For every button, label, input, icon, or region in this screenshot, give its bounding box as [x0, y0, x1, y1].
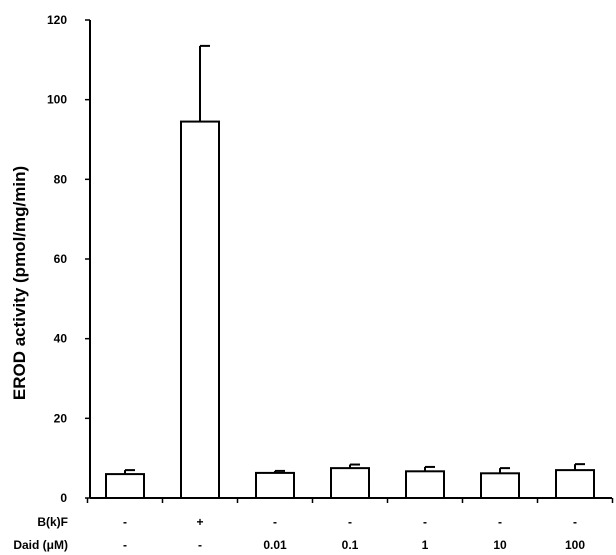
y-tick-label: 100 [47, 93, 67, 107]
bar [405, 470, 445, 500]
condition-value: - [348, 515, 352, 529]
condition-rows: B(k)F - + - - - - - Daid (μM) - - 0.01 0.1 1 10 100 [13, 515, 585, 552]
condition-value: - [123, 515, 127, 529]
condition-value: 100 [565, 538, 585, 552]
y-tick-label: 80 [54, 172, 68, 186]
error-bars [124, 44, 585, 475]
x-axis-ticks [86, 498, 614, 503]
condition-value: - [498, 515, 502, 529]
y-axis-label: EROD activity (pmol/mg/min) [10, 166, 29, 400]
condition-value: - [123, 538, 127, 552]
bar [105, 473, 145, 500]
y-axis-ticks: 0 20 40 60 80 100 120 [47, 13, 90, 505]
condition-row-label: B(k)F [37, 515, 68, 529]
condition-row-label: Daid (μM) [13, 538, 68, 552]
y-tick-label: 60 [54, 252, 68, 266]
condition-value: - [573, 515, 577, 529]
condition-value: 0.01 [263, 538, 287, 552]
y-tick-label: 20 [54, 411, 68, 425]
bar [330, 467, 370, 499]
y-tick-label: 120 [47, 13, 67, 27]
bar [480, 472, 520, 500]
y-tick-label: 0 [60, 491, 67, 505]
condition-value: 1 [422, 538, 429, 552]
axes [89, 20, 612, 499]
condition-value: - [423, 515, 427, 529]
condition-value: 10 [493, 538, 507, 552]
condition-value: - [198, 538, 202, 552]
y-tick-label: 40 [54, 332, 68, 346]
condition-value: - [273, 515, 277, 529]
bar [255, 471, 295, 499]
bar [180, 120, 220, 499]
condition-value: + [196, 515, 203, 529]
bars [105, 120, 595, 500]
condition-value: 0.1 [342, 538, 359, 552]
bar [555, 469, 595, 500]
